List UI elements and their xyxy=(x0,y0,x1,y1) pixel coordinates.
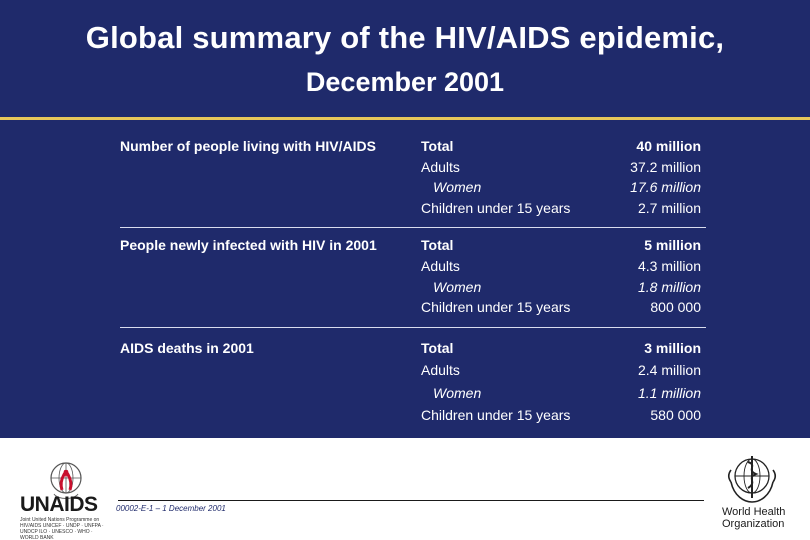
unaids-logo-icon xyxy=(50,462,82,499)
category-label: Children under 15 years xyxy=(421,407,571,423)
category-label: Women xyxy=(433,179,482,195)
slide-subtitle: December 2001 xyxy=(305,67,505,97)
who-emblem-icon xyxy=(727,456,777,503)
header-divider xyxy=(0,117,810,120)
value-cell: 1.8 million xyxy=(637,279,701,295)
section-label: People newly infected with HIV in 2001 xyxy=(120,237,377,253)
who-text: World Health Organization xyxy=(722,506,785,530)
table-row: Women 1.8 million xyxy=(0,279,810,301)
value-cell: 2.4 million xyxy=(637,362,701,378)
table-row: Women 1.1 million xyxy=(0,385,810,407)
slide-reference: 00002-E-1 – 1 December 2001 xyxy=(116,504,226,513)
header-band: Global summary of the HIV/AIDS epidemic,… xyxy=(0,0,810,117)
table-row: People newly infected with HIV in 2001 T… xyxy=(0,237,810,259)
value-cell: 40 million xyxy=(636,138,701,154)
category-label: Children under 15 years xyxy=(421,200,571,216)
table-row: Women 17.6 million xyxy=(0,179,810,201)
section-label: AIDS deaths in 2001 xyxy=(120,340,254,356)
unaids-wordmark: UNAIDS xyxy=(20,493,98,516)
category-label: Total xyxy=(421,237,454,253)
category-label: Women xyxy=(433,279,482,295)
table-row: Adults 4.3 million xyxy=(0,258,810,280)
category-label: Children under 15 years xyxy=(421,299,571,315)
table-row: Children under 15 years 800 000 xyxy=(0,299,810,321)
who-line-1: World Health xyxy=(722,506,786,518)
category-label: Adults xyxy=(421,258,460,274)
category-label: Total xyxy=(421,340,454,356)
category-label: Total xyxy=(421,138,454,154)
table-row: Number of people living with HIV/AIDS To… xyxy=(0,138,810,160)
value-cell: 800 000 xyxy=(650,299,701,315)
table-row: Adults 37.2 million xyxy=(0,159,810,181)
table-row: AIDS deaths in 2001 Total 3 million xyxy=(0,340,810,362)
value-cell: 2.7 million xyxy=(637,200,701,216)
section-divider xyxy=(120,327,706,328)
summary-panel: Number of people living with HIV/AIDS To… xyxy=(0,120,810,438)
table-row: Children under 15 years 2.7 million xyxy=(0,200,810,222)
table-row: Children under 15 years 580 000 xyxy=(0,407,810,429)
value-cell: 3 million xyxy=(644,340,701,356)
footer-divider xyxy=(118,500,704,501)
unaids-sponsors: Joint United Nations Programme on HIV/AI… xyxy=(20,517,104,540)
value-cell: 37.2 million xyxy=(630,159,701,175)
slide-title: Global summary of the HIV/AIDS epidemic, xyxy=(85,20,725,55)
section-label: Number of people living with HIV/AIDS xyxy=(120,138,376,154)
who-line-2: Organization xyxy=(722,518,785,530)
value-cell: 580 000 xyxy=(650,407,701,423)
value-cell: 1.1 million xyxy=(637,385,701,401)
value-cell: 4.3 million xyxy=(637,258,701,274)
table-row: Adults 2.4 million xyxy=(0,362,810,384)
section-divider xyxy=(120,227,706,228)
footer: UNAIDS Joint United Nations Programme on… xyxy=(0,438,810,540)
category-label: Women xyxy=(433,385,482,401)
category-label: Adults xyxy=(421,362,460,378)
value-cell: 5 million xyxy=(644,237,701,253)
value-cell: 17.6 million xyxy=(630,179,701,195)
category-label: Adults xyxy=(421,159,460,175)
